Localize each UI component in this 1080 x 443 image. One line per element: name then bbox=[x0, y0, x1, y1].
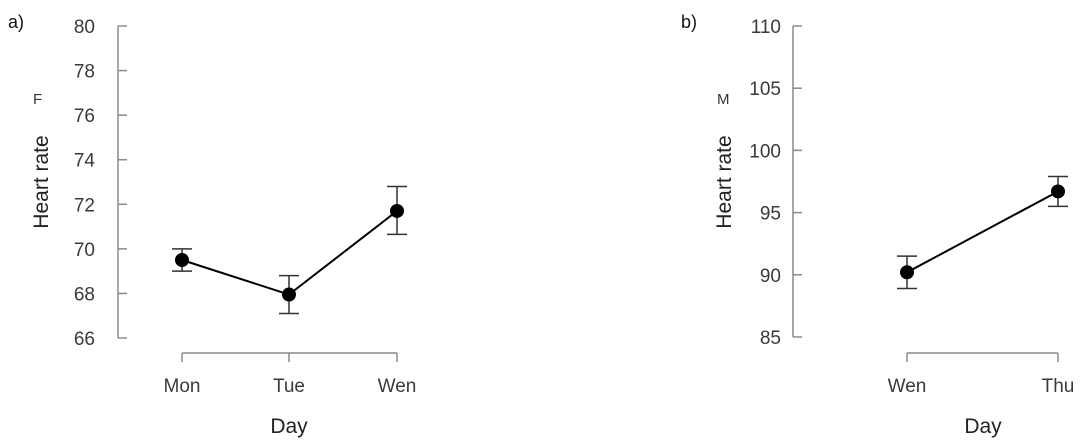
panel-label: a) bbox=[8, 12, 24, 32]
y-tick-label: 85 bbox=[760, 328, 781, 349]
x-axis-label: Day bbox=[270, 415, 308, 438]
data-point bbox=[900, 265, 914, 280]
x-tick-label: Wen bbox=[378, 376, 417, 397]
group-label: M bbox=[717, 91, 730, 108]
y-tick-label: 105 bbox=[749, 79, 781, 100]
y-tick-label: 76 bbox=[74, 106, 95, 127]
y-tick-label: 80 bbox=[74, 17, 95, 38]
y-tick-label: 70 bbox=[74, 240, 95, 261]
y-tick-label: 72 bbox=[74, 195, 95, 216]
y-tick-label: 68 bbox=[74, 284, 95, 305]
x-tick-label: Thu bbox=[1042, 376, 1075, 397]
y-axis-label: Heart rate bbox=[30, 135, 53, 228]
x-tick-label: Mon bbox=[164, 376, 201, 397]
series-line bbox=[906, 190, 1059, 274]
x-tick-label: Wen bbox=[888, 376, 927, 397]
y-tick-label: 74 bbox=[74, 151, 96, 172]
y-tick-label: 110 bbox=[751, 17, 781, 38]
data-point bbox=[1051, 184, 1065, 199]
x-axis-label: Day bbox=[964, 415, 1002, 438]
panel-label: b) bbox=[681, 12, 697, 32]
group-label: F bbox=[33, 91, 42, 108]
y-axis-label: Heart rate bbox=[713, 135, 736, 228]
data-point bbox=[175, 253, 189, 267]
y-tick-label: 78 bbox=[74, 62, 95, 83]
data-point bbox=[282, 287, 296, 302]
y-tick-label: 90 bbox=[760, 266, 781, 287]
x-tick-label: Tue bbox=[273, 376, 305, 397]
y-tick-label: 66 bbox=[74, 329, 95, 350]
y-tick-label: 100 bbox=[749, 141, 781, 162]
panel-a: a) F 66 68 70 72 74 76 78 80 Heart rate Mon Tue Wen Da… bbox=[8, 12, 416, 438]
y-tick-label: 95 bbox=[760, 204, 781, 225]
data-point bbox=[390, 203, 404, 218]
panel-b: b) M 85 90 95 100 105 110 Heart rate Wen Thu Day bbox=[681, 12, 1074, 438]
